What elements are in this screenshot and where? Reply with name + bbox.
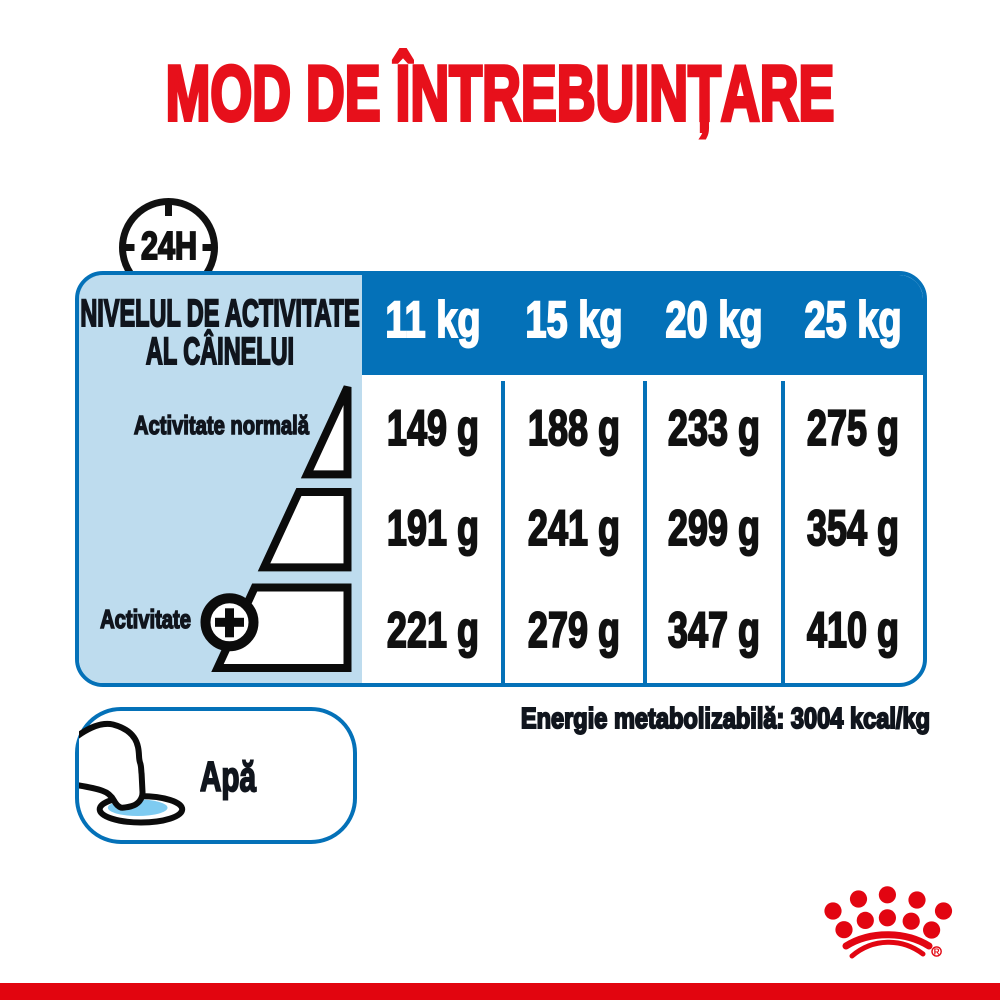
- svg-text:R: R: [934, 948, 940, 957]
